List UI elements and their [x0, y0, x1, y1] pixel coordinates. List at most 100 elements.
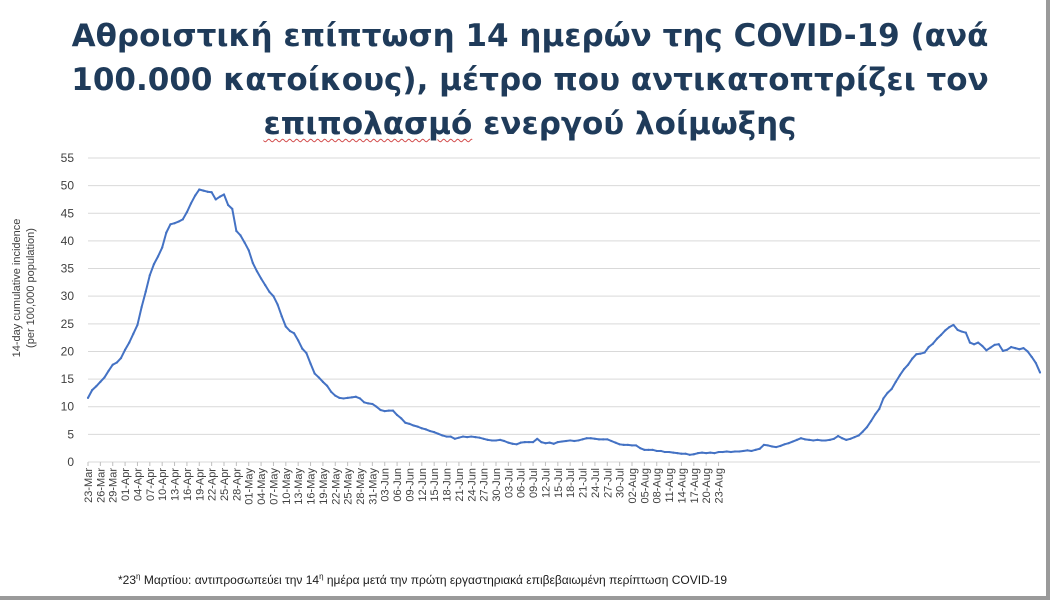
data-point [874, 413, 877, 416]
data-point [317, 376, 320, 379]
data-point [148, 274, 151, 277]
data-point [960, 330, 963, 333]
x-tick-label: 25-Apr [219, 468, 231, 501]
data-point [783, 443, 786, 446]
data-point [676, 452, 679, 455]
data-point [750, 449, 753, 453]
data-point [738, 450, 741, 453]
y-tick-label: 40 [61, 234, 75, 248]
data-point [647, 448, 650, 451]
data-point [1005, 348, 1009, 351]
data-point [935, 337, 939, 340]
data-point [231, 207, 234, 210]
data-point [395, 413, 399, 417]
x-tick-label: 17-Aug [689, 468, 701, 503]
data-point [210, 191, 213, 194]
data-point [812, 439, 815, 442]
footnote-suffix: ημέρα μετά την πρώτη εργαστηριακά επιβεβ… [323, 573, 728, 587]
x-tick-label: 19-May [318, 468, 330, 505]
data-point [412, 424, 415, 427]
data-point [478, 436, 481, 439]
footnote-middle: Μαρτίου: αντιπροσωπεύει την 14 [140, 573, 320, 587]
title-line-2: 100.000 κατοίκους), μέτρο που αντικατοπτ… [71, 62, 989, 98]
data-point [1030, 355, 1033, 359]
data-point [556, 441, 559, 444]
data-point [383, 410, 386, 413]
x-tick-label: 02-Aug [627, 468, 639, 503]
data-point [519, 441, 522, 444]
data-point [651, 448, 654, 451]
x-tick-label: 31-May [367, 468, 379, 505]
frame-right-edge [1046, 0, 1050, 600]
data-point [721, 450, 724, 454]
data-point [577, 439, 580, 442]
data-point [276, 303, 279, 306]
data-point [264, 284, 267, 287]
data-point [700, 451, 704, 454]
x-tick-label: 01-May [244, 468, 256, 505]
data-point [820, 439, 823, 442]
x-tick-label: 10-Apr [157, 468, 169, 501]
data-point [1038, 371, 1042, 374]
data-point [161, 246, 164, 249]
data-point [696, 452, 700, 455]
data-point [931, 342, 934, 345]
title-line-1: Αθροιστική επίπτωση 14 ημερών της COVID-… [71, 18, 989, 54]
data-point [1014, 347, 1017, 350]
data-point [523, 441, 526, 444]
x-tick-label: 21-Jun [454, 468, 466, 502]
data-point [325, 384, 329, 387]
x-tick-label: 13-Apr [170, 468, 182, 501]
data-point [457, 436, 461, 439]
x-tick-label: 23-Aug [714, 468, 726, 503]
data-point [791, 440, 794, 443]
data-point [956, 328, 959, 331]
data-point [882, 397, 885, 400]
data-point [486, 438, 489, 441]
data-point [952, 323, 955, 327]
data-point [841, 437, 844, 440]
data-point [890, 387, 893, 391]
data-point [816, 438, 819, 441]
data-point [1001, 349, 1005, 352]
x-tick-label: 06-Jul [516, 468, 528, 498]
data-point [746, 449, 749, 452]
data-point [536, 437, 539, 440]
data-point [202, 189, 205, 192]
data-point [152, 263, 156, 266]
data-point [713, 452, 716, 455]
data-point [923, 351, 926, 354]
data-point [911, 357, 914, 360]
data-point [259, 277, 263, 280]
data-point [391, 409, 395, 412]
data-point [758, 447, 761, 450]
data-point [548, 441, 551, 444]
data-point [639, 447, 642, 450]
data-point [869, 420, 873, 423]
data-point [140, 306, 143, 309]
data-point [977, 341, 980, 344]
x-tick-label: 25-May [343, 468, 355, 505]
data-point [626, 443, 629, 446]
data-point [886, 391, 889, 395]
data-point [499, 438, 502, 441]
data-point [305, 352, 308, 355]
data-point [156, 255, 160, 258]
data-point [424, 428, 428, 431]
y-tick-label: 45 [61, 206, 75, 220]
data-point [375, 405, 378, 408]
data-point [585, 437, 588, 440]
data-point [507, 441, 510, 444]
data-point [218, 195, 221, 198]
data-point [416, 425, 419, 428]
footnote-superscript-1: η [136, 572, 141, 581]
data-point [313, 372, 316, 375]
data-point [606, 438, 609, 441]
y-tick-label: 35 [61, 262, 75, 276]
data-point [705, 452, 708, 455]
data-point [849, 437, 852, 440]
data-point [552, 442, 555, 445]
data-point [239, 234, 242, 237]
x-tick-label: 22-Apr [207, 468, 219, 501]
